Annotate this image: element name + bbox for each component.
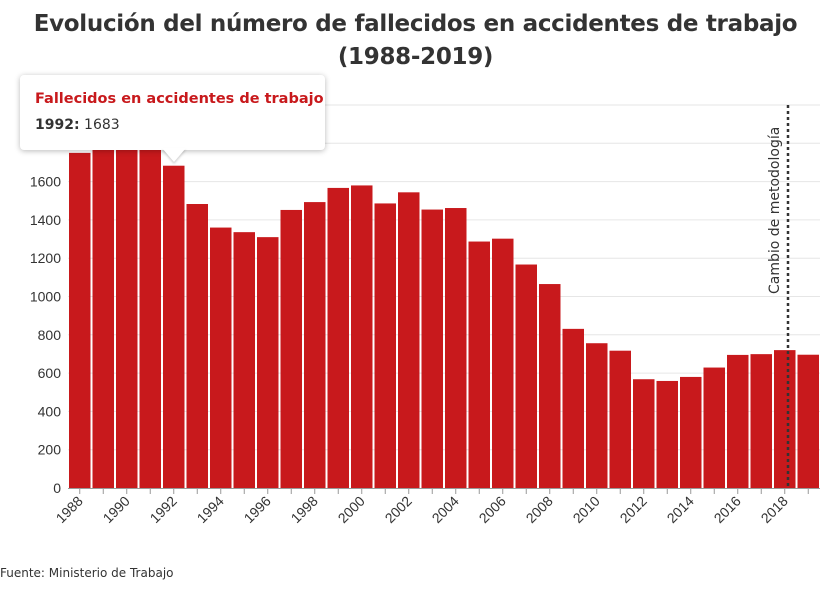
bar-2006[interactable] [492, 238, 514, 488]
x-tick-label: 1992 [147, 493, 180, 526]
bar-2003[interactable] [421, 209, 444, 488]
tooltip-year: 1992: [35, 117, 80, 133]
bar-2015[interactable] [703, 367, 726, 488]
x-tick-label: 2004 [429, 493, 462, 526]
bars [68, 145, 820, 489]
chart-title-line-2: (1988-2019) [337, 44, 494, 70]
bar-1991[interactable] [139, 145, 162, 488]
bar-2011[interactable] [609, 350, 632, 488]
bar-2002[interactable] [398, 192, 420, 488]
x-tick-label: 1994 [194, 493, 227, 526]
y-tick-label: 1600 [30, 174, 61, 190]
x-tick-label: 2012 [617, 493, 650, 526]
tooltip-series-name: Fallecidos en accidentes de trabajo [35, 91, 324, 107]
bar-1994[interactable] [210, 227, 232, 488]
bar-1996[interactable] [257, 237, 279, 488]
x-tick-label: 1998 [288, 493, 321, 526]
bar-2012[interactable] [633, 379, 655, 488]
bar-1988[interactable] [69, 152, 91, 488]
x-tick-label: 2006 [476, 493, 509, 526]
x-axis-ticks: 1988 1990 1992 1994 1996 1998 2000 2002 2004 2006… [53, 488, 809, 526]
bar-1992[interactable] [163, 165, 185, 488]
x-tick-label: 1990 [100, 493, 133, 526]
bar-2000[interactable] [351, 185, 373, 488]
tooltip-value: 1683 [84, 117, 120, 133]
methodology-annotation: Cambio de metodología [767, 105, 790, 488]
bar-2005[interactable] [468, 241, 491, 488]
bar-1997[interactable] [280, 209, 303, 488]
y-tick-label: 800 [38, 327, 62, 343]
bar-1999[interactable] [327, 187, 350, 488]
x-tick-label: 2014 [664, 493, 697, 526]
y-tick-label: 1200 [30, 250, 61, 266]
bar-2019[interactable] [797, 354, 820, 488]
bar-1993[interactable] [186, 204, 209, 488]
y-tick-label: 1000 [30, 289, 61, 305]
y-tick-label: 200 [38, 442, 62, 458]
tooltip: Fallecidos en accidentes de trabajo 1992… [20, 75, 325, 150]
y-tick-label: 600 [38, 365, 62, 381]
bar-1998[interactable] [304, 202, 326, 488]
chart-title-line-1: Evolución del número de fallecidos en ac… [33, 11, 798, 37]
y-tick-label: 400 [38, 403, 62, 419]
bar-1990[interactable] [116, 147, 138, 488]
bar-2016[interactable] [727, 354, 749, 488]
chart-title: Evolución del número de fallecidos en ac… [0, 8, 831, 74]
bar-2001[interactable] [374, 203, 397, 488]
x-tick-label: 2016 [711, 493, 744, 526]
bar-2008[interactable] [539, 284, 561, 488]
bar-2010[interactable] [586, 343, 608, 488]
x-tick-label: 1996 [241, 493, 274, 526]
tooltip-pointer [162, 148, 186, 162]
x-tick-label: 2010 [570, 493, 603, 526]
bar-2009[interactable] [562, 328, 585, 488]
x-tick-label: 2008 [523, 493, 556, 526]
x-tick-label: 1988 [53, 493, 86, 526]
methodology-label: Cambio de metodología [767, 127, 783, 294]
bar-2014[interactable] [680, 376, 702, 488]
x-tick-label: 2018 [758, 493, 791, 526]
bar-1989[interactable] [92, 145, 115, 488]
bar-2018[interactable] [774, 350, 796, 488]
bar-2017[interactable] [750, 354, 773, 488]
x-tick-label: 2002 [382, 493, 415, 526]
bar-2007[interactable] [515, 264, 538, 488]
y-axis-ticks: 0 200 400 600 800 1000 1200 1400 1600 [30, 174, 61, 496]
x-tick-label: 2000 [335, 493, 368, 526]
bar-1995[interactable] [233, 232, 256, 488]
source-note: Fuente: Ministerio de Trabajo [0, 566, 174, 580]
tooltip-value-row: 1992: 1683 [35, 117, 120, 133]
bar-2004[interactable] [445, 208, 467, 489]
bar-2013[interactable] [656, 380, 679, 488]
y-tick-label: 1400 [30, 212, 61, 228]
y-tick-label: 0 [53, 480, 61, 496]
